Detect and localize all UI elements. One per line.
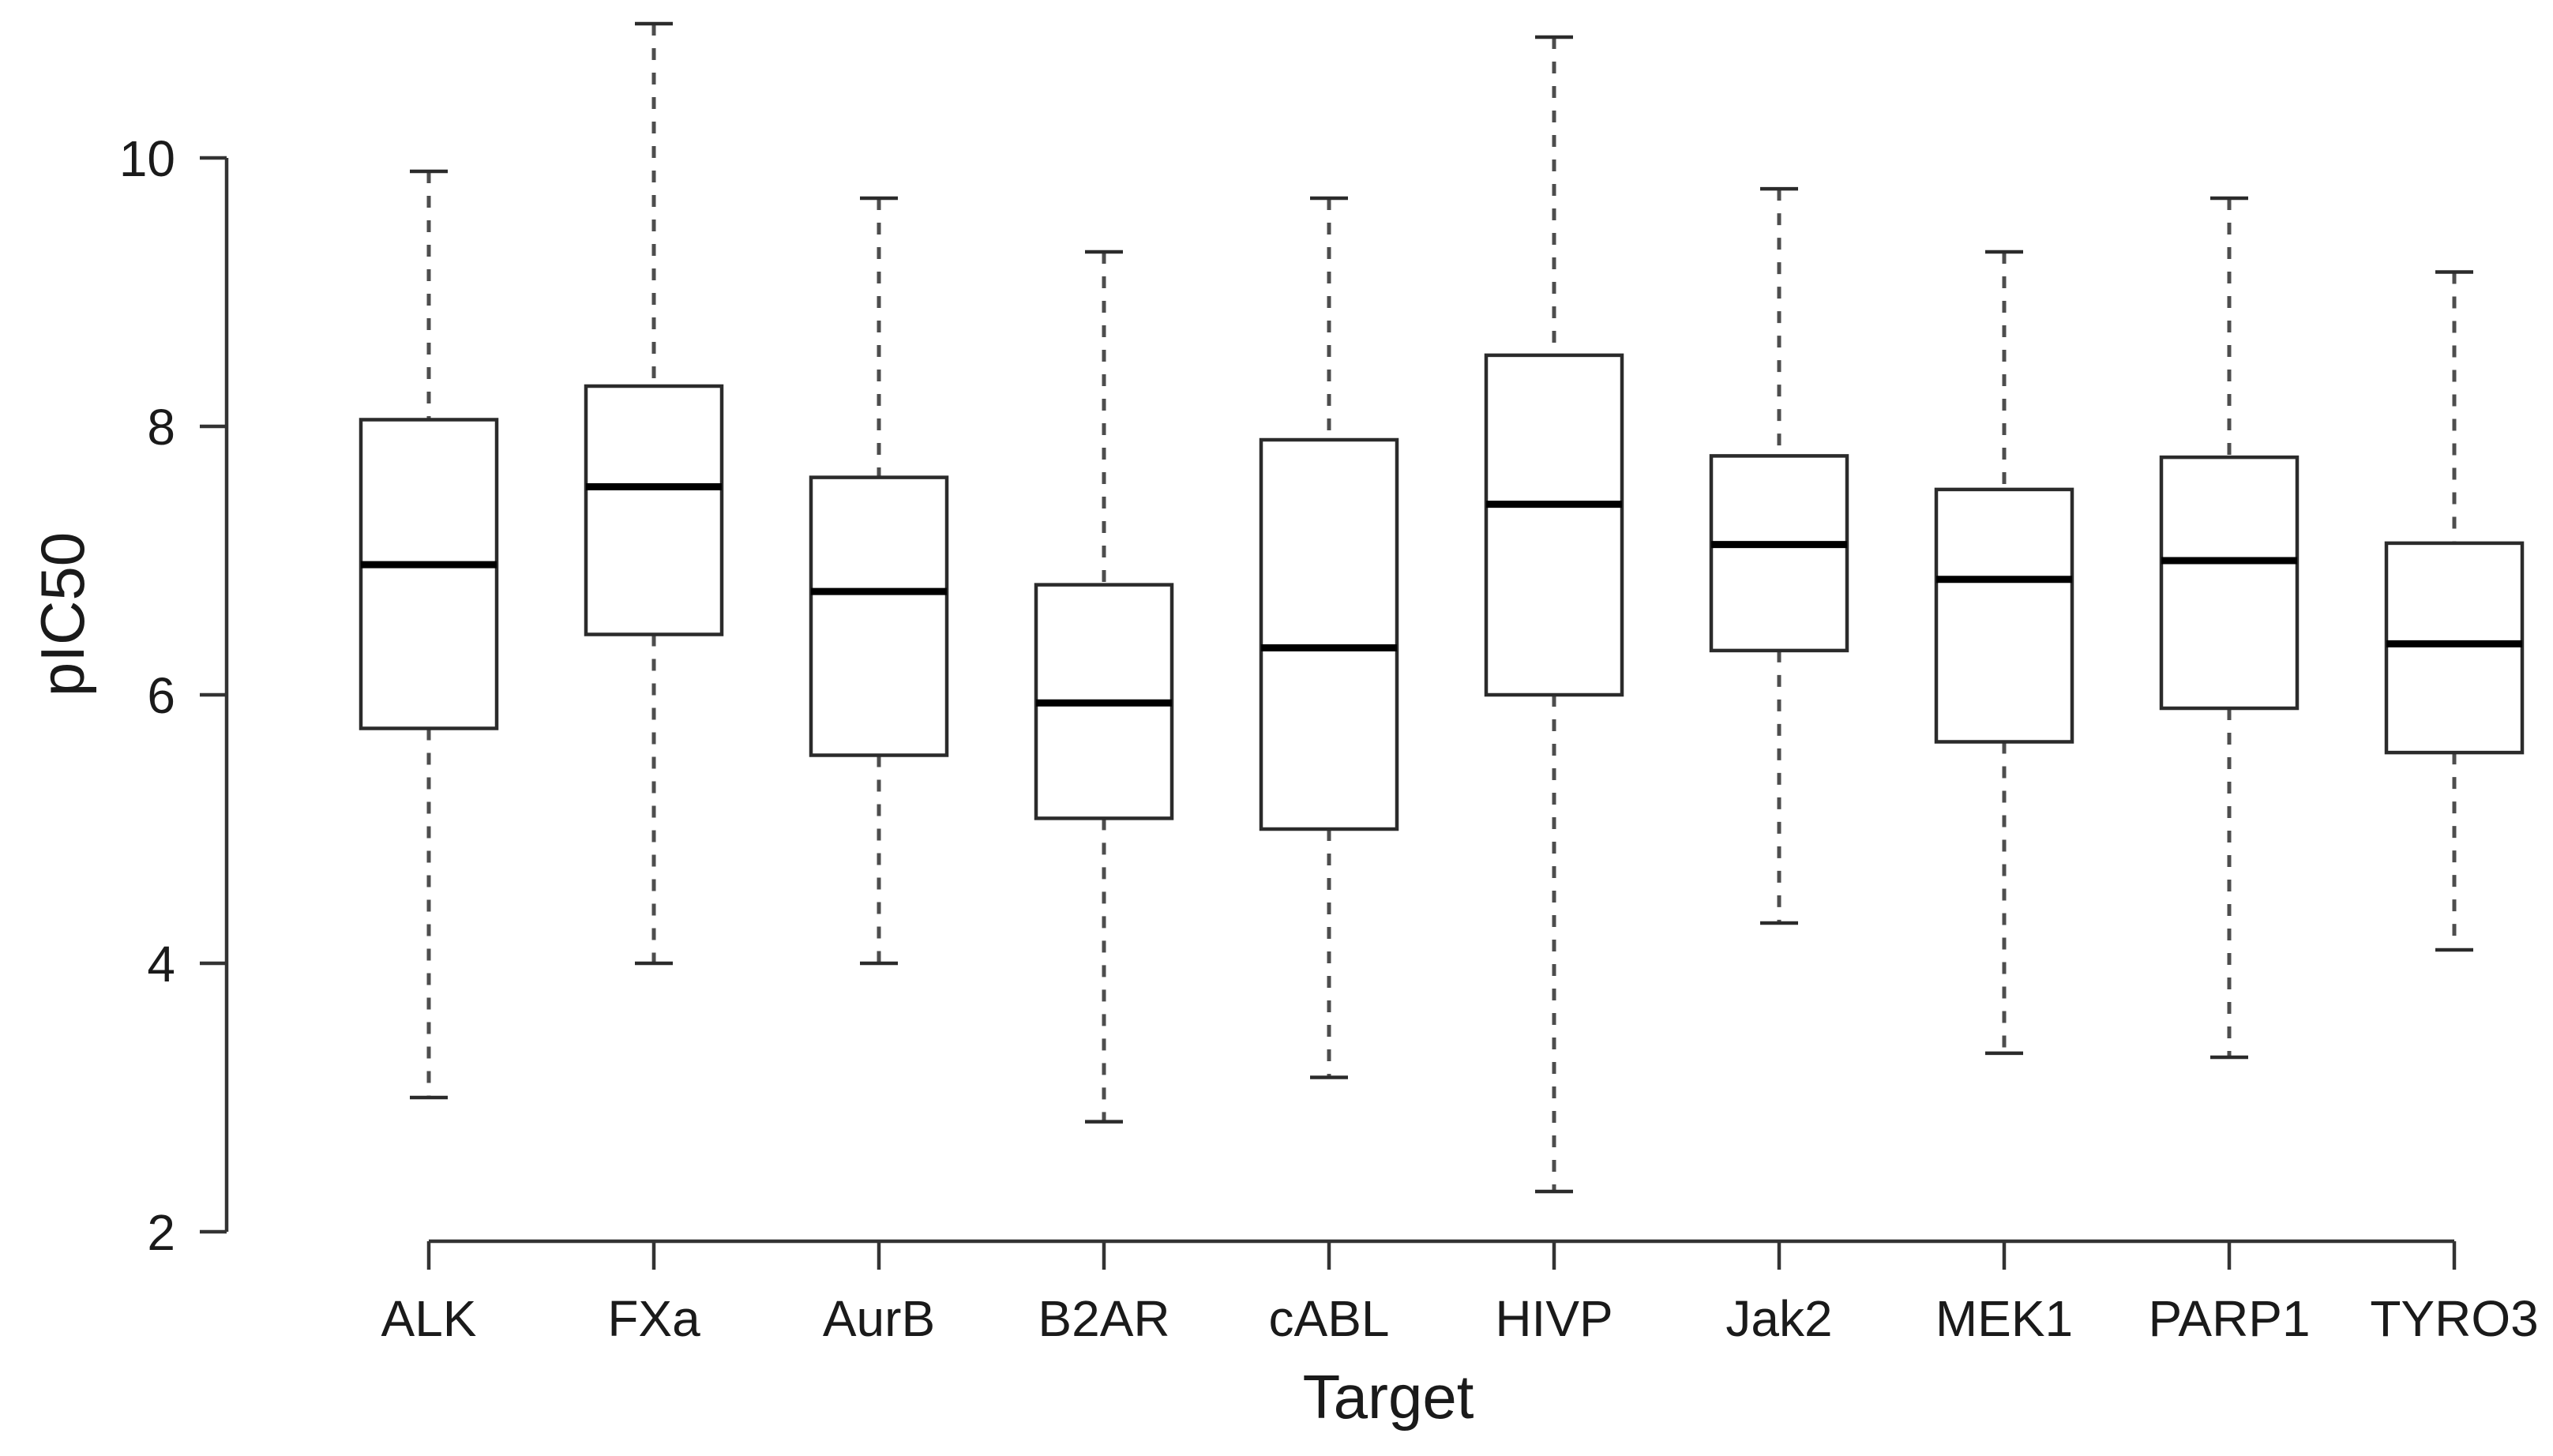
y-tick-label: 2 (147, 1204, 175, 1261)
y-tick-label: 6 (147, 667, 175, 724)
iqr-box (1484, 353, 1624, 697)
iqr-box (1259, 437, 1399, 831)
y-tick-label: 10 (119, 130, 175, 187)
x-tick-label: B2AR (1038, 1290, 1169, 1347)
iqr-box (584, 384, 724, 636)
iqr-box (1709, 454, 1849, 653)
x-tick-label: AurB (823, 1290, 935, 1347)
x-tick-label: TYRO3 (2370, 1290, 2538, 1347)
plot-area: 2 4 6 8 10 ALK FXa AurB B2AR cABL HIVP Jak2 MEK1 PARP… (119, 21, 2539, 1347)
x-tick-label: cABL (1269, 1290, 1390, 1347)
x-tick-label: Jak2 (1725, 1290, 1832, 1347)
iqr-box (809, 475, 949, 757)
iqr-box (2159, 455, 2300, 711)
iqr-box (359, 418, 499, 730)
iqr-box (1934, 487, 2074, 744)
y-tick-label: 8 (147, 399, 175, 456)
x-tick-label: FXa (607, 1290, 700, 1347)
iqr-box (2384, 541, 2525, 755)
x-tick-label: HIVP (1495, 1290, 1613, 1347)
x-tick-label: MEK1 (1935, 1290, 2073, 1347)
x-axis-title: Target (1303, 1362, 1474, 1432)
x-tick-label: ALK (381, 1290, 477, 1347)
y-tick-label: 4 (147, 936, 175, 993)
x-tick-label: PARP1 (2148, 1290, 2310, 1347)
y-axis-title: pIC50 (28, 532, 97, 696)
